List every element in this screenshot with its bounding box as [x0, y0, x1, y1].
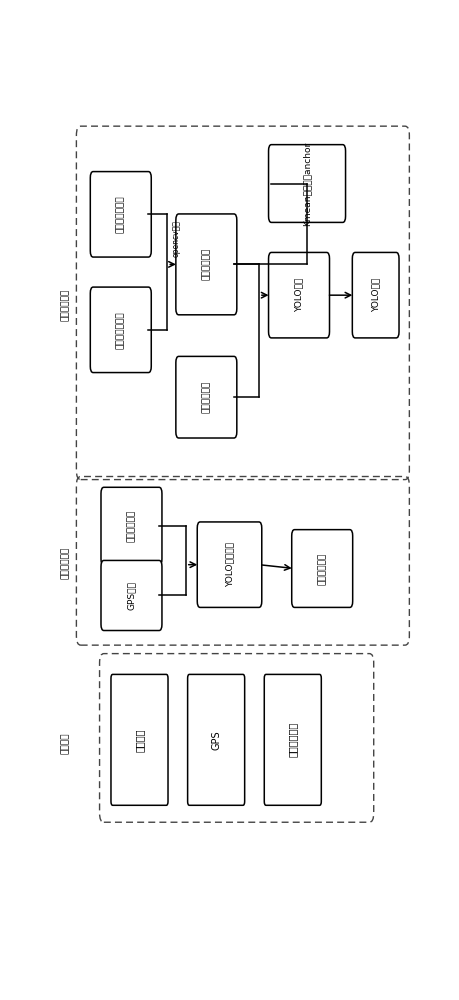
- FancyBboxPatch shape: [90, 287, 151, 373]
- Text: 模型训练流程: 模型训练流程: [61, 289, 70, 321]
- Text: 边缘计算芯片: 边缘计算芯片: [287, 722, 297, 757]
- FancyBboxPatch shape: [175, 356, 236, 438]
- FancyBboxPatch shape: [101, 487, 162, 565]
- FancyBboxPatch shape: [268, 252, 329, 338]
- Text: 模型运行流程: 模型运行流程: [61, 547, 70, 579]
- Text: 装置硬件: 装置硬件: [61, 733, 70, 754]
- Text: GPS信息: GPS信息: [127, 581, 136, 610]
- FancyBboxPatch shape: [187, 674, 244, 805]
- FancyBboxPatch shape: [101, 560, 162, 631]
- Text: opencv叠加: opencv叠加: [171, 220, 180, 257]
- FancyBboxPatch shape: [268, 145, 345, 222]
- Text: YOLO模型: YOLO模型: [370, 278, 379, 312]
- FancyBboxPatch shape: [197, 522, 261, 607]
- FancyBboxPatch shape: [263, 674, 320, 805]
- Text: 张网格本采样: 张网格本采样: [202, 381, 210, 413]
- Text: 标记图形状图片: 标记图形状图片: [116, 311, 125, 349]
- FancyBboxPatch shape: [175, 214, 236, 315]
- Text: Kmean聚类生成anchor: Kmean聚类生成anchor: [302, 141, 311, 226]
- Text: 发出结果信息: 发出结果信息: [317, 552, 326, 585]
- FancyBboxPatch shape: [291, 530, 352, 607]
- Text: 标标合成图局: 标标合成图局: [202, 248, 210, 280]
- Text: 全景相机: 全景相机: [134, 728, 144, 752]
- Text: GPS: GPS: [211, 730, 221, 750]
- Text: 林地树干背景图: 林地树干背景图: [116, 196, 125, 233]
- Text: 相机图片输入: 相机图片输入: [127, 510, 136, 542]
- Text: YOLO目标检测: YOLO目标检测: [224, 542, 234, 587]
- FancyBboxPatch shape: [352, 252, 398, 338]
- FancyBboxPatch shape: [111, 674, 168, 805]
- FancyBboxPatch shape: [90, 172, 151, 257]
- Text: YOLO训练: YOLO训练: [294, 278, 303, 312]
